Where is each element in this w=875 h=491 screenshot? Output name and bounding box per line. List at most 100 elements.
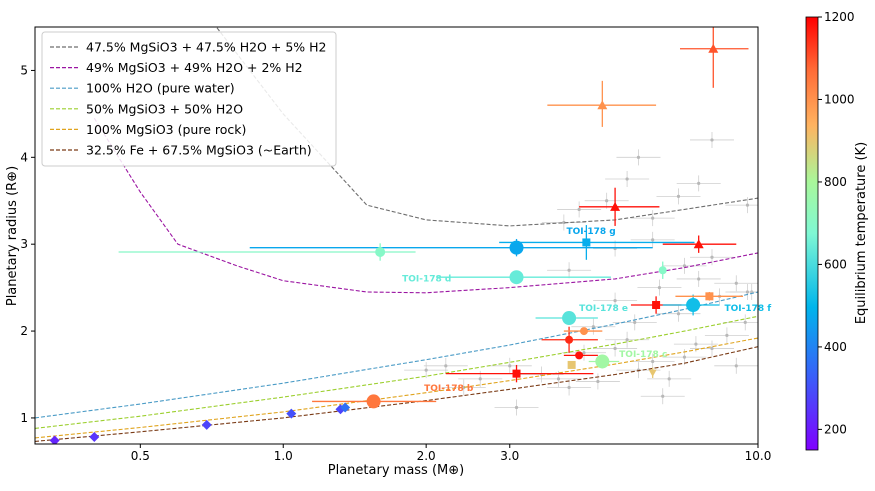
x-tick-label: 2.0 bbox=[417, 449, 436, 463]
background-planet-point bbox=[710, 255, 714, 259]
planet-point bbox=[686, 298, 701, 312]
legend-label: 32.5% Fe + 67.5% MgSiO3 (~Earth) bbox=[86, 143, 312, 158]
planet-point bbox=[89, 432, 100, 443]
planet-label: TOI-178 c bbox=[619, 350, 667, 360]
colorbar-tick-label: 800 bbox=[824, 175, 847, 189]
background-planet-point bbox=[625, 338, 629, 342]
background-planet-point bbox=[478, 377, 482, 381]
planet-point bbox=[509, 240, 524, 255]
x-axis-ticks: 0.5 1.0 2.0 3.0 10.0 bbox=[131, 444, 772, 463]
background-planet-point bbox=[514, 405, 519, 410]
background-planet-point bbox=[661, 394, 665, 398]
background-planet-point bbox=[745, 290, 750, 294]
background-planet-point bbox=[577, 207, 581, 212]
background-planet-point bbox=[651, 216, 655, 220]
x-tick-label: 10.0 bbox=[745, 449, 772, 463]
background-planet-point bbox=[725, 333, 729, 338]
background-planet-point bbox=[710, 346, 714, 351]
background-planets-layer bbox=[404, 131, 758, 416]
planet-point bbox=[705, 292, 714, 301]
legend-label: 47.5% MgSiO3 + 47.5% H2O + 5% H2 bbox=[86, 40, 326, 55]
y-tick-label: 4 bbox=[20, 150, 28, 164]
planet-point bbox=[582, 238, 591, 247]
planet-label: TOI-178 d bbox=[402, 275, 451, 285]
planet-point bbox=[565, 335, 574, 344]
background-planet-point bbox=[605, 199, 609, 203]
planet-point bbox=[597, 100, 608, 110]
background-planet-point bbox=[694, 342, 698, 346]
x-tick-label: 3.0 bbox=[500, 449, 519, 463]
background-planet-point bbox=[567, 268, 571, 272]
background-planet-point bbox=[582, 351, 586, 355]
planet-point bbox=[509, 270, 524, 285]
composition-curve bbox=[35, 346, 758, 442]
x-tick-label: 0.5 bbox=[131, 449, 150, 463]
legend-label: 100% MgSiO3 (pure rock) bbox=[86, 122, 246, 137]
planet-point bbox=[366, 394, 381, 409]
plot-frame bbox=[34, 26, 759, 445]
x-tick-label: 1.0 bbox=[274, 449, 293, 463]
colorbar-tick-label: 1200 bbox=[824, 10, 855, 24]
y-tick-label: 1 bbox=[20, 411, 28, 425]
planet-point bbox=[49, 435, 60, 444]
background-planet-point bbox=[676, 312, 681, 316]
composition-curve bbox=[35, 315, 758, 429]
background-planet-point bbox=[734, 281, 738, 285]
planet-point bbox=[512, 369, 521, 378]
y-tick-label: 5 bbox=[20, 63, 28, 77]
background-planet-point bbox=[745, 203, 750, 207]
background-planet-point bbox=[651, 238, 655, 242]
background-planet-point bbox=[625, 177, 629, 181]
planet-point bbox=[340, 402, 351, 413]
planet-point bbox=[575, 351, 584, 360]
planet-point bbox=[567, 360, 576, 369]
background-planet-point bbox=[651, 359, 655, 364]
planet-point bbox=[693, 239, 704, 249]
background-planet-point bbox=[508, 364, 512, 368]
colorbar: 200 400 600 800 1000 1200 bbox=[805, 10, 855, 451]
background-planet-point bbox=[682, 355, 687, 359]
colorbar-label: Equilibrium temperature (K) bbox=[854, 142, 869, 324]
colorbar-tick-label: 400 bbox=[824, 340, 847, 354]
colorbar-tick-label: 1000 bbox=[824, 92, 855, 106]
background-planet-point bbox=[710, 138, 714, 142]
background-planet-point bbox=[556, 377, 561, 381]
planet-point bbox=[595, 354, 610, 369]
planet-point bbox=[201, 419, 212, 430]
planet-label: TOI-178 b bbox=[424, 384, 474, 394]
background-planet-point bbox=[444, 364, 448, 368]
y-axis-label: Planetary radius (R⊕) bbox=[5, 166, 20, 306]
background-planet-point bbox=[697, 277, 701, 281]
background-planet-point bbox=[676, 194, 681, 199]
planet-annotations-layer: TOI-178 g TOI-178 d TOI-178 e TOI-178 f TOI-… bbox=[402, 227, 771, 394]
planet-point bbox=[648, 369, 657, 377]
legend-label: 49% MgSiO3 + 49% H2O + 2% H2 bbox=[86, 60, 303, 75]
colorbar-tick-label: 600 bbox=[824, 257, 847, 271]
y-tick-label: 2 bbox=[20, 324, 28, 338]
background-planet-point bbox=[734, 364, 738, 368]
background-planet-point bbox=[424, 368, 428, 372]
planet-label: TOI-178 f bbox=[724, 304, 771, 314]
planet-point bbox=[286, 408, 297, 419]
planet-label: TOI-178 e bbox=[579, 304, 628, 314]
planet-point bbox=[375, 247, 386, 258]
background-planet-point bbox=[667, 377, 671, 381]
background-planet-point bbox=[613, 299, 617, 303]
background-planet-point bbox=[591, 325, 595, 329]
planet-point bbox=[562, 311, 577, 326]
legend-box bbox=[41, 31, 337, 167]
background-planet-point bbox=[743, 320, 747, 324]
planet-point bbox=[708, 43, 719, 53]
planet-point bbox=[652, 301, 661, 309]
legend-label: 50% MgSiO3 + 50% H2O bbox=[86, 101, 243, 116]
planet-label: TOI-178 g bbox=[566, 227, 615, 237]
background-planet-point bbox=[596, 379, 600, 384]
planet-point bbox=[579, 327, 588, 336]
colorbar-gradient bbox=[806, 17, 818, 450]
legend: 47.5% MgSiO3 + 47.5% H2O + 5% H2 49% MgSi… bbox=[41, 31, 337, 167]
background-planet-point bbox=[682, 264, 687, 268]
background-planet-point bbox=[567, 385, 571, 390]
background-planet-point bbox=[633, 320, 637, 324]
